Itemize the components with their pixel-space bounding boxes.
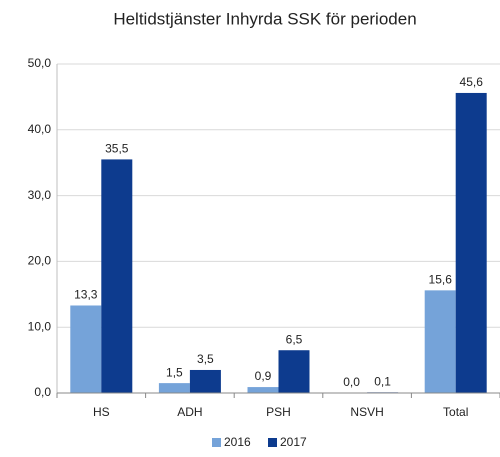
y-tick-label: 30,0: [28, 188, 52, 202]
value-label: 45,6: [460, 75, 484, 89]
value-label: 3,5: [197, 352, 214, 366]
value-label: 15,6: [429, 273, 453, 287]
x-tick-label: HS: [93, 405, 110, 419]
bar: [455, 92, 487, 394]
bar: [189, 369, 221, 393]
bar: [101, 159, 133, 393]
y-tick-label: 10,0: [28, 319, 52, 333]
bar: [247, 387, 279, 393]
x-tick-label: Total: [443, 405, 468, 419]
y-tick-label: 40,0: [28, 122, 52, 136]
value-label: 0,9: [255, 369, 272, 383]
value-label: 35,5: [105, 142, 129, 156]
value-label: 6,5: [286, 332, 303, 346]
value-label: 13,3: [74, 288, 98, 302]
value-label: 1,5: [166, 365, 183, 379]
legend-swatch: [268, 438, 277, 447]
y-tick-label: 0,0: [34, 385, 51, 399]
legend-label: 2017: [280, 435, 307, 449]
x-tick-label: NSVH: [350, 405, 383, 419]
value-label: 0,0: [343, 375, 360, 389]
bar: [70, 305, 102, 393]
bar: [158, 383, 190, 393]
bar: [424, 290, 456, 393]
legend-swatch: [212, 438, 221, 447]
legend-label: 2016: [224, 435, 251, 449]
bar: [278, 350, 310, 393]
y-tick-label: 50,0: [28, 56, 52, 70]
x-tick-label: PSH: [266, 405, 291, 419]
x-tick-label: ADH: [177, 405, 202, 419]
chart-title: Heltidstjänster Inhyrda SSK för perioden: [113, 9, 416, 28]
y-tick-label: 20,0: [28, 254, 52, 268]
value-label: 0,1: [374, 375, 391, 389]
